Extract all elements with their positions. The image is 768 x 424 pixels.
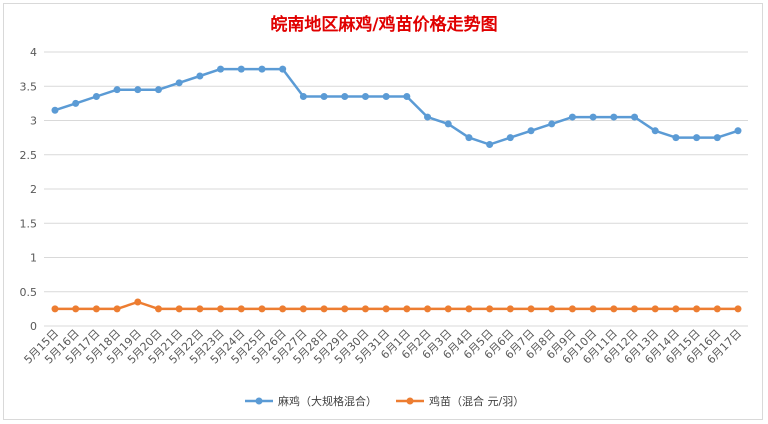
data-point [72,99,80,107]
data-point [154,86,162,94]
data-point [486,140,494,148]
y-tick-label: 4 [30,46,37,59]
data-point [217,65,225,73]
y-tick-label: 2 [30,183,37,196]
data-point [196,72,204,80]
data-point [713,134,721,142]
data-point [361,305,369,313]
data-point [403,93,411,101]
legend-label: 麻鸡（大规格混合） [278,394,377,408]
data-point [527,305,535,313]
data-point [113,86,121,94]
data-point [320,93,328,101]
data-point [258,65,266,73]
data-point [279,305,287,313]
data-point [424,305,432,313]
data-point [465,134,473,142]
data-point [568,305,576,313]
data-point [382,93,390,101]
data-point [237,65,245,73]
data-point [444,120,452,128]
data-point [92,305,100,313]
y-tick-label: 2.5 [20,149,38,162]
data-point [341,93,349,101]
data-point [424,113,432,121]
data-point [279,65,287,73]
y-tick-label: 0 [30,320,37,333]
data-point [72,305,80,313]
data-point [299,93,307,101]
data-point [382,305,390,313]
y-tick-label: 3.5 [20,80,38,93]
data-point [527,127,535,135]
data-point [651,127,659,135]
y-tick-label: 0.5 [20,286,38,299]
data-point [693,134,701,142]
legend-marker [255,397,263,405]
y-tick-label: 1.5 [20,217,38,230]
data-point [444,305,452,313]
data-point [486,305,494,313]
data-point [134,298,142,306]
data-point [217,305,225,313]
chart-title: 皖南地区麻鸡/鸡苗价格走势图 [270,15,498,35]
data-point [672,134,680,142]
series-line-1 [54,67,739,146]
data-point [568,113,576,121]
y-tick-label: 1 [30,252,37,265]
series-line-2 [55,300,738,311]
y-tick-label: 3 [30,115,37,128]
data-point [175,305,183,313]
data-point [589,305,597,313]
data-point [693,305,701,313]
data-point [548,120,556,128]
data-point [361,93,369,101]
data-point [175,79,183,87]
data-point [651,305,659,313]
data-point [610,113,618,121]
data-point [134,86,142,94]
data-point [631,113,639,121]
data-point [548,305,556,313]
data-point [506,305,514,313]
legend-marker [406,397,414,405]
data-point [506,134,514,142]
data-point [610,305,618,313]
data-point [154,305,162,313]
data-point [196,305,204,313]
data-point [734,127,742,135]
data-point [92,93,100,101]
data-point [320,305,328,313]
data-point [258,305,266,313]
data-point [113,305,121,313]
data-point [51,106,59,114]
data-point [403,305,411,313]
data-point [672,305,680,313]
data-point [237,305,245,313]
data-point [631,305,639,313]
data-point [589,113,597,121]
data-point [341,305,349,313]
data-point [51,305,59,313]
legend-label: 鸡苗（混合 元/羽） [429,394,524,408]
data-point [465,305,473,313]
data-point [734,305,742,313]
data-point [713,305,721,313]
data-point [299,305,307,313]
chart-frame [3,3,763,420]
